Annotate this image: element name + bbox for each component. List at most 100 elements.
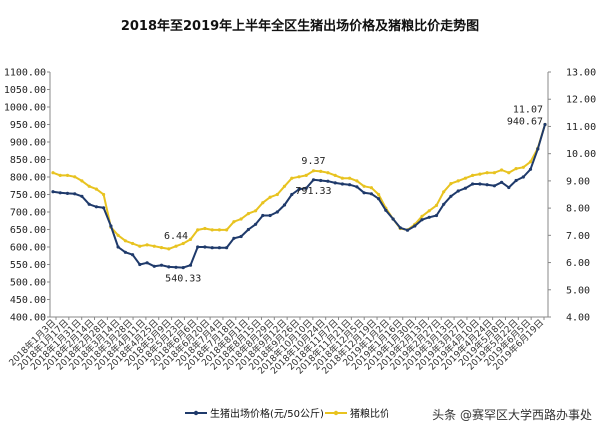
- data-point: [102, 192, 106, 197]
- data-point: [507, 171, 511, 175]
- data-point: [196, 228, 200, 232]
- left-tick-label: 700.00: [10, 208, 46, 219]
- data-point: [138, 244, 142, 248]
- data-point: [254, 209, 258, 213]
- data-point: [131, 241, 135, 246]
- left-tick-label: 650.00: [10, 225, 46, 236]
- data-point: [340, 176, 344, 180]
- data-point: [384, 208, 388, 212]
- data-point: [478, 172, 482, 176]
- series-layer: [51, 122, 547, 270]
- data-point: [290, 192, 294, 197]
- left-tick-label: 450.00: [10, 295, 46, 306]
- right-tick-label: 9.00: [566, 176, 590, 187]
- data-point: [203, 226, 207, 231]
- data-point: [528, 167, 533, 171]
- left-tick-label: 850.00: [10, 155, 46, 166]
- left-tick-label: 500.00: [10, 278, 46, 289]
- data-point: [261, 213, 265, 218]
- data-point: [449, 194, 453, 198]
- left-tick-label: 400.00: [10, 313, 46, 324]
- data-point: [188, 237, 193, 241]
- data-point: [398, 226, 402, 230]
- data-point: [217, 246, 221, 250]
- data-point: [500, 168, 504, 172]
- data-point: [528, 160, 533, 164]
- data-point: [268, 195, 272, 199]
- right-tick-label: 6.00: [566, 258, 590, 269]
- left-tick-label: 900.00: [10, 138, 46, 149]
- data-point: [94, 205, 98, 209]
- data-point: [58, 173, 62, 177]
- data-point: [304, 186, 308, 190]
- data-point: [94, 187, 98, 191]
- data-point: [326, 171, 330, 175]
- data-point: [340, 182, 344, 186]
- right-tick-label: 4.00: [566, 313, 590, 324]
- data-point: [145, 243, 149, 247]
- data-point: [181, 266, 185, 270]
- data-point: [116, 245, 120, 249]
- data-point: [377, 197, 381, 201]
- data-point: [145, 261, 149, 265]
- data-point: [282, 184, 287, 188]
- data-point: [434, 213, 439, 218]
- data-label: 9.37: [301, 156, 325, 167]
- data-point: [290, 176, 294, 180]
- data-point: [514, 167, 518, 171]
- left-tick-label: 550.00: [10, 260, 46, 271]
- data-point: [348, 183, 352, 187]
- data-point: [210, 228, 214, 232]
- data-point: [123, 239, 127, 243]
- data-point: [449, 182, 453, 186]
- data-point: [471, 173, 475, 177]
- data-point: [326, 179, 330, 183]
- legend: 生猪出场价格(元/50公斤) 猪粮比价: [185, 407, 390, 420]
- data-point: [123, 250, 127, 254]
- data-point: [304, 173, 308, 177]
- data-point: [116, 233, 120, 237]
- data-point: [239, 217, 243, 221]
- data-point: [420, 214, 424, 218]
- data-point: [333, 173, 337, 177]
- data-point: [152, 264, 156, 268]
- data-point: [73, 192, 77, 196]
- data-point: [463, 176, 467, 180]
- data-point: [203, 245, 207, 249]
- data-point: [239, 234, 243, 239]
- watermark-background: [388, 404, 600, 424]
- data-point: [492, 184, 496, 188]
- data-point: [65, 173, 70, 177]
- left-tick-label: 750.00: [10, 190, 46, 201]
- data-point: [492, 171, 496, 175]
- data-point: [80, 179, 84, 183]
- data-point: [131, 253, 135, 257]
- data-point: [348, 176, 352, 180]
- left-tick-label: 800.00: [10, 173, 46, 184]
- data-point: [319, 169, 323, 173]
- data-point: [514, 178, 518, 183]
- data-point: [232, 236, 236, 240]
- data-point: [311, 169, 316, 173]
- left-tick-label: 1000.00: [4, 103, 46, 114]
- data-point: [109, 224, 113, 228]
- data-point: [485, 183, 489, 187]
- data-point: [167, 247, 171, 251]
- chart-title: 2018年至2019年上半年全区生猪出场价格及猪粮比价走势图: [121, 18, 479, 34]
- data-point: [442, 190, 446, 194]
- left-tick-label: 600.00: [10, 243, 46, 254]
- data-point: [268, 213, 272, 218]
- data-point: [521, 175, 525, 179]
- data-point: [217, 228, 221, 232]
- right-tick-label: 5.00: [566, 285, 590, 296]
- legend-label-ratio: 猪粮比价: [350, 407, 390, 420]
- right-tick-label: 12.00: [566, 95, 596, 106]
- data-point: [297, 187, 301, 191]
- legend-marker-price: [193, 410, 199, 416]
- data-point: [51, 190, 55, 194]
- data-point: [167, 265, 171, 269]
- right-tick-label: 13.00: [566, 68, 596, 79]
- data-point: [456, 189, 460, 193]
